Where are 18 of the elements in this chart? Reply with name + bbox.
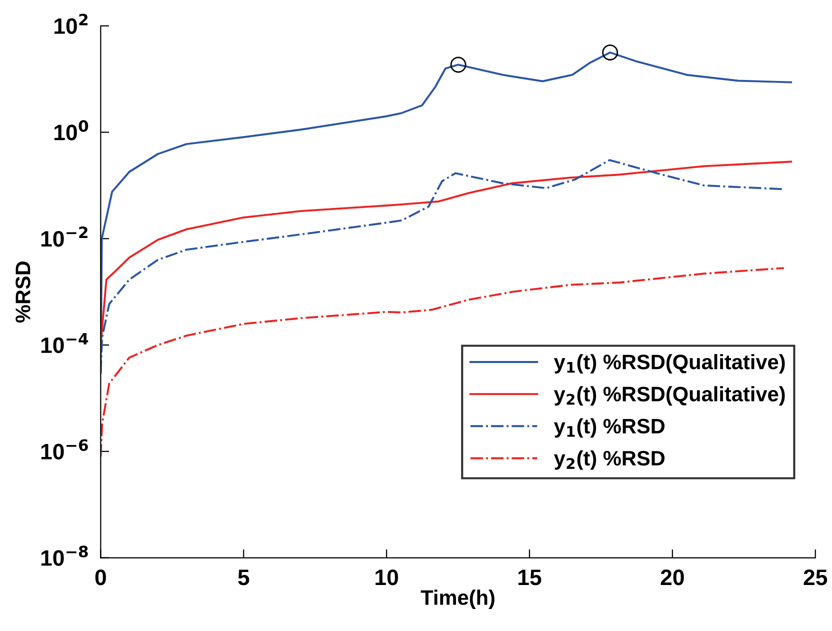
y-tick-label: 10$^{−2}$	[41, 226, 88, 247]
x-tick-label: 20	[660, 570, 684, 586]
y-axis-title: %RSD	[16, 261, 30, 323]
x-axis-title: Time(h)	[420, 590, 494, 610]
y-tick-label: 10$^{0}$	[54, 120, 88, 140]
x-tick-label: 10	[376, 570, 398, 586]
legend-label: y$_{1}$(t) %RSD	[554, 418, 665, 438]
y-tick-label: 10$^{2}$	[54, 14, 88, 34]
y-tick-label: 10$^{−6}$	[41, 439, 88, 460]
legend-label: y$_{2}$(t) %RSD(Qualitative)	[554, 386, 785, 406]
x-tick-label: 25	[804, 570, 828, 586]
y-tick-label: 10$^{−8}$	[41, 546, 88, 566]
legend-label: y$_{2}$(t) %RSD	[554, 450, 665, 470]
x-tick-label: 15	[518, 570, 542, 586]
x-tick-label: 0	[95, 570, 106, 586]
legend-label: y$_{1}$(t) %RSD(Qualitative)	[554, 354, 785, 374]
y-tick-label: 10$^{−4}$	[41, 333, 88, 354]
x-tick-label: 5	[238, 570, 250, 586]
